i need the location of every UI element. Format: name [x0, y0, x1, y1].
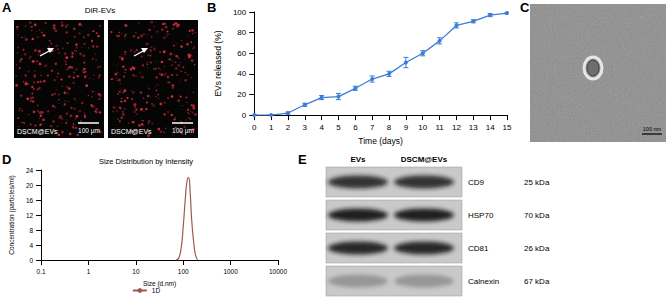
svg-text:15: 15 — [503, 123, 512, 132]
svg-text:3: 3 — [303, 123, 308, 132]
svg-text:1000: 1000 — [223, 268, 238, 275]
svg-text:20: 20 — [26, 182, 34, 189]
svg-text:DSCM@EVs: DSCM@EVs — [17, 128, 58, 135]
svg-text:4: 4 — [30, 242, 34, 249]
svg-text:20: 20 — [237, 90, 246, 99]
svg-text:CD81: CD81 — [468, 244, 489, 253]
svg-text:Concentration (particles/ml): Concentration (particles/ml) — [8, 175, 16, 254]
svg-text:100: 100 — [233, 8, 247, 17]
svg-text:1D: 1D — [152, 287, 161, 294]
svg-text:100: 100 — [178, 268, 189, 275]
svg-text:13: 13 — [469, 123, 478, 132]
svg-text:0: 0 — [242, 111, 247, 120]
svg-text:0.1: 0.1 — [37, 268, 46, 275]
svg-text:10000: 10000 — [269, 268, 287, 275]
svg-text:0: 0 — [30, 257, 34, 264]
svg-text:CD9: CD9 — [468, 178, 485, 187]
svg-text:9: 9 — [404, 123, 409, 132]
svg-text:25 kDa: 25 kDa — [524, 178, 550, 187]
html-text:E: E — [298, 152, 307, 167]
svg-text:10: 10 — [418, 123, 427, 132]
svg-text:14: 14 — [486, 123, 495, 132]
svg-text:80: 80 — [237, 28, 246, 37]
svg-text:Size (d.nm): Size (d.nm) — [142, 279, 177, 287]
svg-text:10: 10 — [132, 268, 140, 275]
svg-text:0: 0 — [252, 123, 257, 132]
svg-text:24: 24 — [26, 167, 34, 174]
svg-text:DSCM@EVs: DSCM@EVs — [111, 128, 152, 135]
svg-text:12: 12 — [26, 212, 34, 219]
svg-text:40: 40 — [237, 69, 246, 78]
svg-text:8: 8 — [30, 227, 34, 234]
html-text:A: A — [2, 0, 12, 15]
svg-text:2: 2 — [286, 123, 291, 132]
html-text:D: D — [2, 152, 12, 167]
svg-text:16: 16 — [26, 197, 34, 204]
html-text:C: C — [520, 0, 530, 15]
svg-text:100 nm: 100 nm — [643, 126, 662, 132]
svg-text:5: 5 — [336, 123, 341, 132]
html-text:B: B — [207, 0, 217, 15]
svg-text:Size Distribution by Intensity: Size Distribution by Intensity — [99, 157, 193, 166]
svg-text:EVs: EVs — [350, 155, 366, 164]
svg-text:1: 1 — [269, 123, 274, 132]
svg-text:7: 7 — [370, 123, 375, 132]
svg-text:4: 4 — [319, 123, 324, 132]
svg-text:DiR-EVs: DiR-EVs — [85, 6, 116, 15]
svg-text:11: 11 — [435, 123, 444, 132]
svg-text:1: 1 — [87, 268, 91, 275]
svg-text:67 kDa: 67 kDa — [524, 277, 550, 286]
svg-text:26 kDa: 26 kDa — [524, 244, 550, 253]
svg-text:12: 12 — [452, 123, 461, 132]
svg-text:60: 60 — [237, 49, 246, 58]
svg-text:HSP70: HSP70 — [468, 211, 494, 220]
svg-text:Calnexin: Calnexin — [468, 277, 499, 286]
svg-text:100 μm: 100 μm — [78, 127, 100, 135]
svg-text:EVs released (%): EVs released (%) — [213, 30, 223, 96]
svg-text:DSCM@EVs: DSCM@EVs — [401, 155, 448, 164]
svg-text:6: 6 — [353, 123, 358, 132]
svg-text:70 kDa: 70 kDa — [524, 211, 550, 220]
svg-text:8: 8 — [387, 123, 392, 132]
svg-text:Time (days): Time (days) — [358, 136, 403, 146]
svg-text:100 μm: 100 μm — [172, 127, 194, 135]
